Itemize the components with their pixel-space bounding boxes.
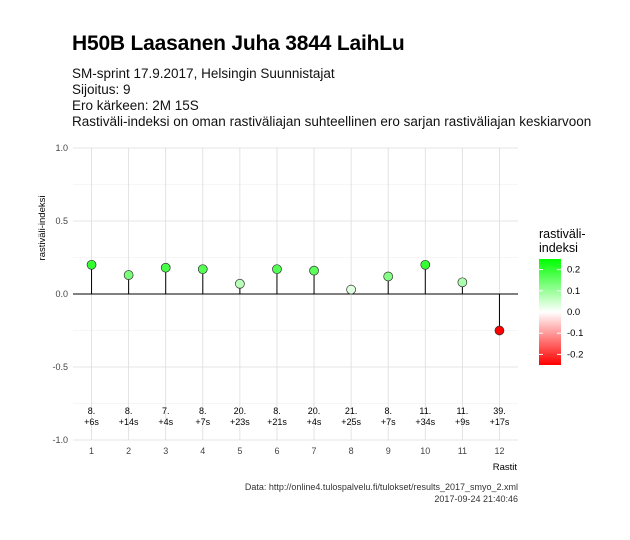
diff-label: +4s bbox=[158, 417, 173, 427]
diff-label: +17s bbox=[490, 417, 510, 427]
lollipop-point bbox=[86, 259, 97, 270]
rank-label: 20. bbox=[234, 406, 247, 416]
lollipop-point bbox=[420, 259, 431, 270]
diff-label: +7s bbox=[195, 417, 210, 427]
x-tick-label: 7 bbox=[312, 446, 317, 456]
lollipop-point bbox=[235, 278, 245, 289]
diff-label: +34s bbox=[415, 417, 435, 427]
legend-tick-label: -0.2 bbox=[567, 349, 583, 360]
lollipop-point bbox=[494, 325, 505, 336]
legend-tick-label: -0.1 bbox=[567, 328, 583, 339]
legend-title-line-1: rastiväli- bbox=[539, 227, 586, 241]
diff-label: +4s bbox=[307, 417, 322, 427]
x-tick-label: 6 bbox=[274, 446, 279, 456]
lollipop-point bbox=[272, 264, 282, 275]
diff-label: +23s bbox=[230, 417, 250, 427]
diff-label: +7s bbox=[381, 417, 396, 427]
lollipop-point bbox=[309, 265, 319, 276]
color-legend: rastiväli- indeksi 0.2 0.1 0.0 -0.1 -0.2 bbox=[539, 227, 586, 365]
rank-label: 39. bbox=[493, 406, 506, 416]
x-tick-label: 1 bbox=[89, 446, 94, 456]
rank-label: 21. bbox=[345, 406, 358, 416]
y-tick-label: 0.5 bbox=[55, 216, 68, 226]
diff-label: +25s bbox=[341, 417, 361, 427]
x-tick-label: 2 bbox=[126, 446, 131, 456]
data-source-caption: Data: http://online4.tulospalvelu.fi/tul… bbox=[245, 482, 518, 492]
y-axis-label: rastiväli-indeksi bbox=[37, 196, 48, 261]
rank-label: 7. bbox=[162, 406, 170, 416]
x-tick-label: 12 bbox=[494, 446, 504, 456]
rank-label: 8. bbox=[199, 406, 207, 416]
x-axis-ticks: 1 2 3 4 5 6 7 8 9 10 11 12 bbox=[89, 446, 504, 456]
rank-label: 20. bbox=[308, 406, 321, 416]
legend-tick-label: 0.1 bbox=[567, 286, 580, 297]
y-tick-label: -1.0 bbox=[52, 435, 68, 445]
lollipop-point bbox=[457, 277, 468, 288]
y-tick-label: 1.0 bbox=[55, 143, 68, 153]
y-axis-ticks: 1.0 0.5 0.0 -0.5 -1.0 bbox=[52, 143, 68, 445]
subtitle-gap-to-leader: Ero kärkeen: 2M 15S bbox=[72, 98, 199, 113]
rank-label: 11. bbox=[419, 406, 431, 416]
lollipop-point bbox=[346, 284, 356, 295]
x-tick-label: 9 bbox=[386, 446, 391, 456]
x-tick-label: 8 bbox=[349, 446, 354, 456]
lollipop-point bbox=[123, 270, 134, 280]
x-tick-label: 3 bbox=[163, 446, 168, 456]
legend-tick-label: 0.2 bbox=[567, 265, 580, 276]
x-axis-label: Rastit bbox=[493, 462, 518, 473]
y-tick-label: 0.0 bbox=[55, 289, 68, 299]
rank-label: 11. bbox=[456, 406, 468, 416]
timestamp-caption: 2017-09-24 21:40:46 bbox=[434, 494, 518, 504]
diff-label: +21s bbox=[267, 417, 287, 427]
subtitle-explanation: Rastiväli-indeksi on oman rastiväliajan … bbox=[72, 114, 592, 129]
diff-label: +6s bbox=[84, 417, 99, 427]
x-tick-label: 5 bbox=[237, 446, 242, 456]
rank-label: 8. bbox=[88, 406, 96, 416]
lollipop-point bbox=[383, 271, 394, 282]
subtitle-placement: Sijoitus: 9 bbox=[72, 82, 131, 97]
lollipop-point bbox=[160, 262, 171, 273]
legend-color-bar bbox=[539, 259, 561, 365]
legend-title-line-2: indeksi bbox=[539, 241, 578, 255]
chart-title: H50B Laasanen Juha 3844 LaihLu bbox=[72, 32, 405, 55]
subtitle-event: SM-sprint 17.9.2017, Helsingin Suunnista… bbox=[72, 66, 335, 81]
x-tick-label: 11 bbox=[458, 446, 467, 456]
legend-tick-label: 0.0 bbox=[567, 307, 580, 318]
diff-label: +14s bbox=[119, 417, 139, 427]
data-marks: 8.+6s8.+14s7.+4s8.+7s20.+23s8.+21s20.+4s… bbox=[73, 259, 518, 427]
rank-label: 8. bbox=[125, 406, 133, 416]
x-tick-label: 10 bbox=[420, 446, 430, 456]
rank-label: 8. bbox=[384, 406, 392, 416]
lollipop-point bbox=[197, 264, 208, 275]
y-tick-label: -0.5 bbox=[52, 362, 68, 372]
rank-label: 8. bbox=[273, 406, 281, 416]
diff-label: +9s bbox=[455, 417, 470, 427]
x-tick-label: 4 bbox=[200, 446, 205, 456]
